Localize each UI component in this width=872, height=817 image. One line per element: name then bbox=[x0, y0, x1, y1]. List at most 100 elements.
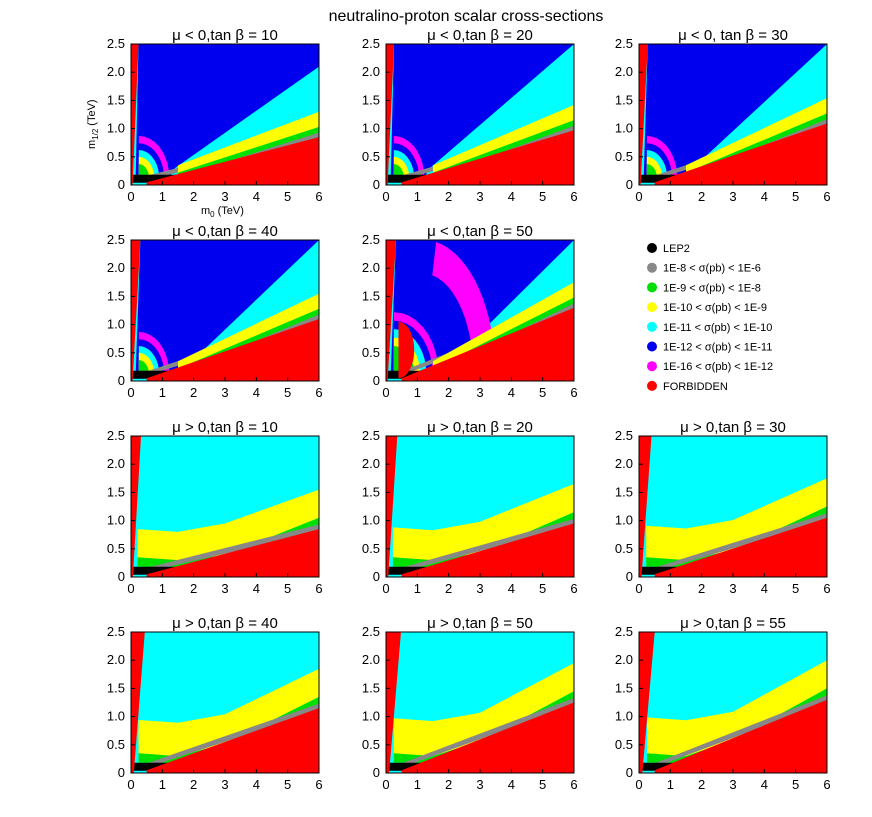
x-tick-label: 3 bbox=[729, 189, 736, 204]
x-tick-label: 5 bbox=[792, 189, 799, 204]
y-tick-label: 0.5 bbox=[362, 345, 380, 360]
x-tick-label: 3 bbox=[729, 777, 736, 792]
region-blue bbox=[390, 44, 574, 179]
x-tick-label: 6 bbox=[315, 385, 322, 400]
x-tick-label: 3 bbox=[476, 189, 483, 204]
y-tick-label: 0 bbox=[373, 177, 380, 192]
band-yellow bbox=[686, 98, 827, 175]
low-mass-ring bbox=[646, 164, 657, 179]
band-yellow bbox=[433, 282, 574, 371]
x-tick-label: 0 bbox=[382, 581, 389, 596]
y-tick-label: 0 bbox=[373, 569, 380, 584]
panel-title: μ < 0,tan β = 50 bbox=[427, 223, 533, 240]
y-tick-label: 1.5 bbox=[107, 484, 125, 499]
low-mass-ring bbox=[138, 164, 149, 179]
forbidden-right bbox=[401, 523, 574, 577]
y-tick-label: 1.5 bbox=[362, 92, 380, 107]
forbidden-right bbox=[401, 702, 574, 773]
y-tick-label: 0 bbox=[118, 765, 125, 780]
y-tick-label: 2.5 bbox=[615, 36, 633, 51]
panel: 0 1 2 3 4 5 6 0 0.5 1.0 1.5 2.0 2.5 μ < 0,tan β = 10 m… bbox=[86, 27, 323, 219]
panel: 0 1 2 3 4 5 6 0 0.5 1.0 1.5 2.0 2.5 μ < 0, tan β = 30 bbox=[615, 27, 831, 204]
x-tick-label: 4 bbox=[761, 777, 768, 792]
forbidden-left bbox=[639, 44, 648, 185]
band-grey bbox=[651, 513, 827, 573]
x-tick-label: 3 bbox=[221, 385, 228, 400]
forbidden-right bbox=[401, 307, 574, 381]
y-tick-label: 0 bbox=[626, 177, 633, 192]
x-tick-label: 3 bbox=[476, 581, 483, 596]
band-yellow bbox=[647, 660, 827, 757]
y-tick-label: 2.0 bbox=[107, 260, 125, 275]
x-tick-label: 1 bbox=[414, 189, 421, 204]
x-tick-label: 5 bbox=[284, 189, 291, 204]
x-tick-label: 0 bbox=[127, 581, 134, 596]
x-tick-label: 0 bbox=[382, 777, 389, 792]
y-tick-label: 2.0 bbox=[615, 652, 633, 667]
x-tick-label: 2 bbox=[445, 189, 452, 204]
y-tick-label: 1.5 bbox=[362, 680, 380, 695]
panel-title: μ < 0,tan β = 40 bbox=[172, 223, 278, 240]
legend-label: 1E-16 < σ(pb) < 1E-12 bbox=[663, 361, 773, 373]
forbidden-right bbox=[146, 137, 319, 185]
x-tick-label: 3 bbox=[221, 777, 228, 792]
forbidden-left bbox=[386, 240, 396, 381]
legend: LEP2 1E-8 < σ(pb) < 1E-6 1E-9 < σ(pb) < 1E… bbox=[647, 243, 773, 393]
band-green bbox=[138, 696, 319, 763]
y-tick-label: 2.5 bbox=[615, 624, 633, 639]
y-tick-label: 1.5 bbox=[107, 288, 125, 303]
y-tick-label: 1.0 bbox=[107, 121, 125, 136]
y-tick-label: 0.5 bbox=[107, 149, 125, 164]
y-tick-label: 2.5 bbox=[362, 36, 380, 51]
legend-label: 1E-12 < σ(pb) < 1E-11 bbox=[663, 342, 772, 354]
y-tick-label: 2.0 bbox=[362, 456, 380, 471]
x-tick-label: 3 bbox=[476, 385, 483, 400]
x-tick-label: 4 bbox=[508, 189, 515, 204]
x-tick-label: 0 bbox=[382, 385, 389, 400]
x-tick-label: 0 bbox=[382, 189, 389, 204]
panel: 0 1 2 3 4 5 6 0 0.5 1.0 1.5 2.0 2.5 μ > 0,tan β = 50 bbox=[362, 615, 578, 792]
x-tick-label: 3 bbox=[221, 581, 228, 596]
x-tick-label: 6 bbox=[823, 189, 830, 204]
forbidden-right bbox=[146, 708, 319, 773]
x-tick-label: 1 bbox=[159, 385, 166, 400]
y-tick-label: 2.0 bbox=[362, 260, 380, 275]
y-tick-label: 2.5 bbox=[362, 624, 380, 639]
x-tick-label: 1 bbox=[667, 581, 674, 596]
x-tick-label: 1 bbox=[159, 777, 166, 792]
x-tick-label: 2 bbox=[445, 581, 452, 596]
x-tick-label: 2 bbox=[190, 189, 197, 204]
forbidden-left bbox=[131, 44, 139, 185]
x-tick-label: 6 bbox=[570, 385, 577, 400]
panel: 0 1 2 3 4 5 6 0 0.5 1.0 1.5 2.0 2.5 μ > 0,tan β = 20 bbox=[362, 419, 578, 596]
magenta-arc bbox=[432, 242, 492, 341]
band-yellow bbox=[178, 293, 319, 371]
x-tick-label: 2 bbox=[698, 581, 705, 596]
y-tick-label: 0.5 bbox=[615, 541, 633, 556]
panel-title: μ > 0,tan β = 20 bbox=[427, 419, 533, 436]
y-tick-label: 1.5 bbox=[362, 288, 380, 303]
y-tick-label: 1.0 bbox=[362, 317, 380, 332]
forbidden-right bbox=[654, 699, 827, 773]
legend-marker bbox=[647, 262, 657, 273]
x-tick-label: 4 bbox=[253, 777, 260, 792]
band-grey bbox=[398, 518, 574, 573]
y-tick-label: 2.0 bbox=[615, 456, 633, 471]
x-tick-label: 0 bbox=[635, 581, 642, 596]
x-tick-label: 2 bbox=[445, 385, 452, 400]
panel-title: μ > 0,tan β = 40 bbox=[172, 615, 278, 632]
y-tick-label: 0 bbox=[626, 765, 633, 780]
panel: 0 1 2 3 4 5 6 0 0.5 1.0 1.5 2.0 2.5 μ > 0,tan β = 55 bbox=[615, 615, 831, 792]
panel-title: μ > 0,tan β = 30 bbox=[680, 419, 786, 436]
legend-label: 1E-9 < σ(pb) < 1E-8 bbox=[663, 282, 761, 294]
band-yellow bbox=[433, 104, 574, 175]
legend-label: LEP2 bbox=[663, 243, 690, 255]
y-tick-label: 1.0 bbox=[615, 121, 633, 136]
x-tick-label: 6 bbox=[570, 581, 577, 596]
x-tick-label: 0 bbox=[127, 385, 134, 400]
y-tick-label: 2.5 bbox=[107, 428, 125, 443]
x-tick-label: 6 bbox=[315, 777, 322, 792]
y-tick-label: 0.5 bbox=[107, 737, 125, 752]
region-blue bbox=[135, 44, 319, 179]
x-axis-label-sub: 0 bbox=[210, 210, 215, 219]
